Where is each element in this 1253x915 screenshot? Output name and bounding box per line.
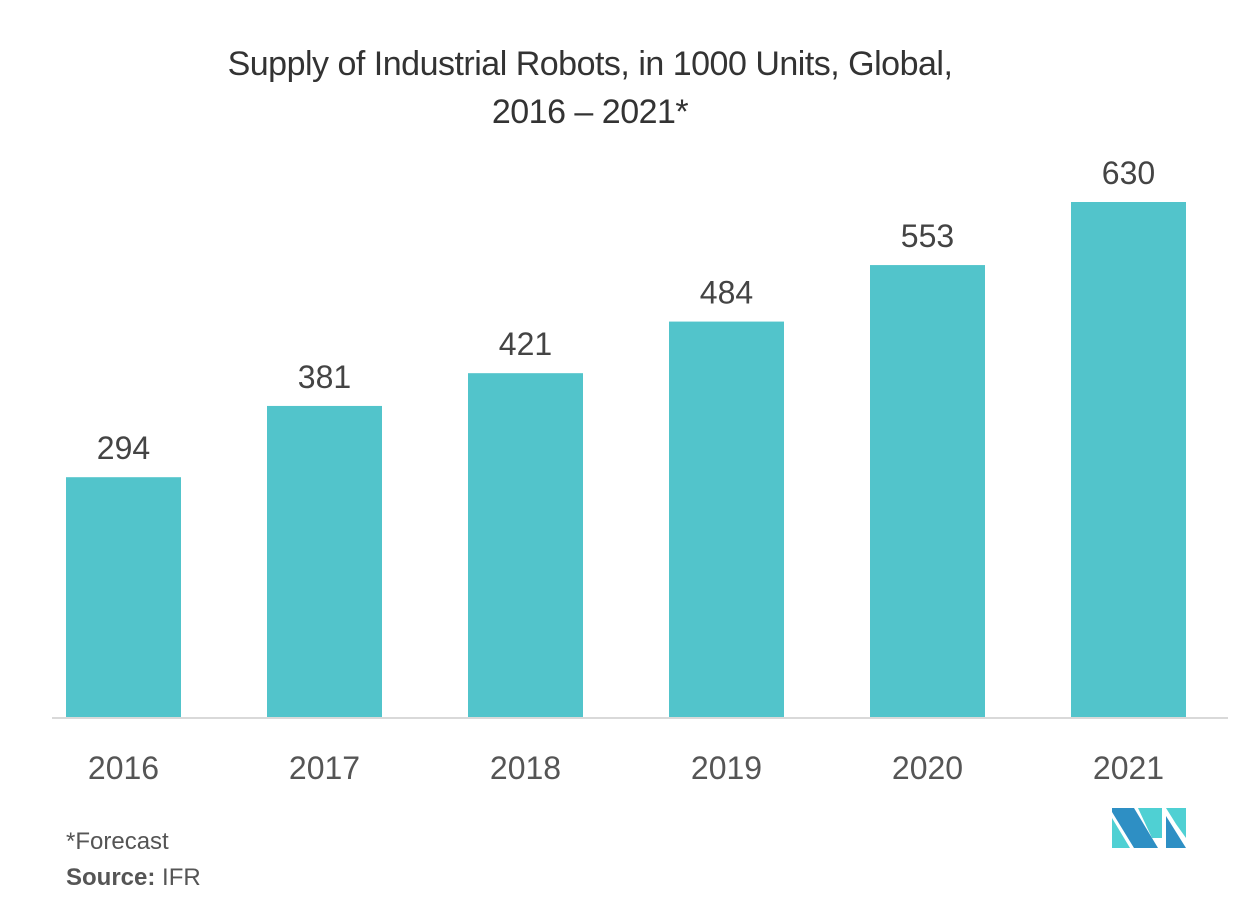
data-label-2019: 484 xyxy=(700,275,753,311)
logo-shape-1 xyxy=(1112,808,1158,848)
source-label: Source: xyxy=(66,864,156,891)
bar-2017 xyxy=(267,405,382,718)
x-tick-label-2016: 2016 xyxy=(88,750,159,786)
logo-shape-5 xyxy=(1166,816,1186,848)
x-tick-label-2019: 2019 xyxy=(691,750,762,786)
x-tick-labels-group: 2016 2017 2018 2019 2020 2021 xyxy=(88,750,1164,786)
logo-shape-4 xyxy=(1166,808,1186,838)
data-label-2017: 381 xyxy=(298,359,351,395)
bar-2020 xyxy=(870,265,985,718)
logo-shape-2 xyxy=(1112,818,1130,848)
x-tick-label-2021: 2021 xyxy=(1093,750,1164,786)
source-note: Source: IFR xyxy=(66,864,201,892)
logo-shape-3 xyxy=(1138,808,1162,838)
x-tick-label-2020: 2020 xyxy=(892,750,963,786)
data-label-2016: 294 xyxy=(97,430,150,466)
chart-title-line-2: 2016 – 2021* xyxy=(491,93,689,131)
bar-2018 xyxy=(468,373,583,718)
bar-2019 xyxy=(669,321,784,718)
data-label-2020: 553 xyxy=(901,218,954,254)
bars-group xyxy=(66,202,1186,718)
data-label-2018: 421 xyxy=(499,326,552,362)
chart-title-line-1: Supply of Industrial Robots, in 1000 Uni… xyxy=(227,45,953,83)
bar-2021 xyxy=(1071,202,1186,718)
data-labels-group: 294 381 421 484 553 630 xyxy=(97,155,1155,466)
chart-title: Supply of Industrial Robots, in 1000 Uni… xyxy=(0,40,1180,136)
forecast-footnote: *Forecast xyxy=(66,828,169,855)
bar-2016 xyxy=(66,477,181,718)
data-label-2021: 630 xyxy=(1102,155,1155,191)
x-tick-label-2018: 2018 xyxy=(490,750,561,786)
source-value: IFR xyxy=(162,864,201,891)
mordor-intelligence-logo-icon xyxy=(1112,808,1186,848)
x-tick-label-2017: 2017 xyxy=(289,750,360,786)
